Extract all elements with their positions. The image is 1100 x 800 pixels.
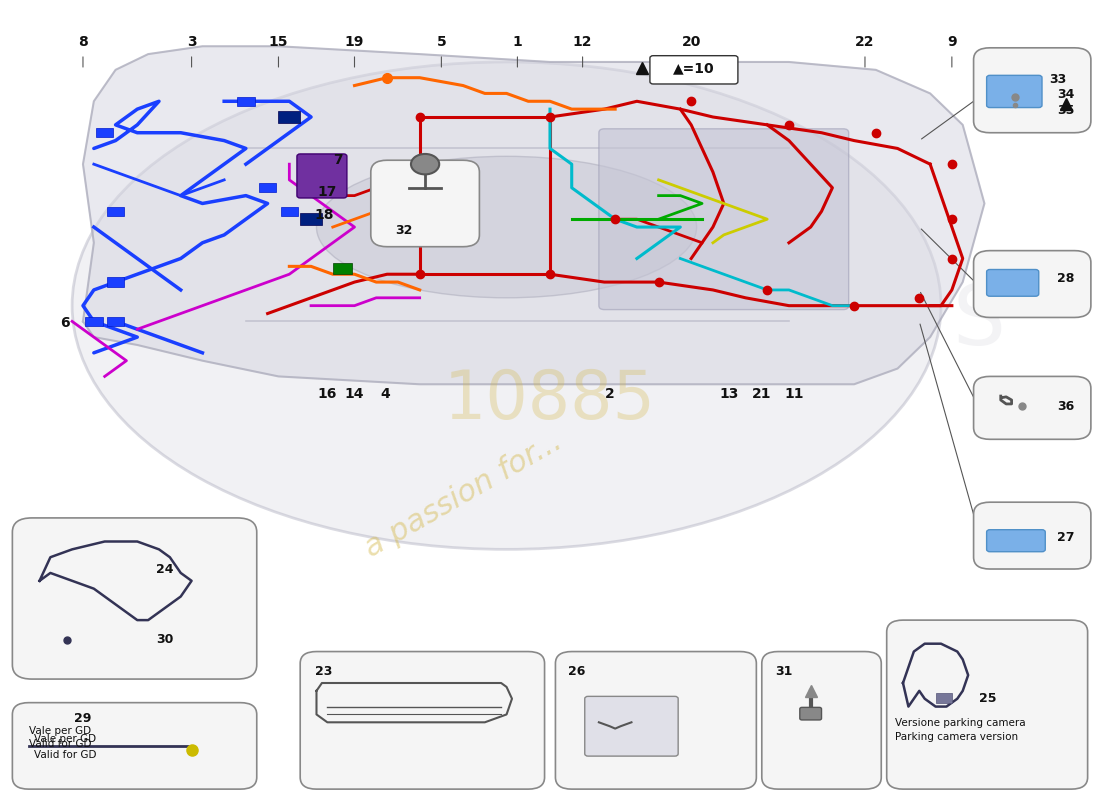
- Text: ▲=10: ▲=10: [672, 62, 714, 75]
- FancyBboxPatch shape: [987, 270, 1038, 296]
- Text: 17: 17: [318, 185, 337, 198]
- Bar: [333, 263, 352, 274]
- Bar: [238, 97, 254, 106]
- Text: 28: 28: [1057, 272, 1075, 285]
- Text: S: S: [953, 281, 1005, 362]
- Text: 36: 36: [1057, 400, 1075, 413]
- Text: 13: 13: [719, 386, 739, 401]
- Text: 21: 21: [752, 386, 771, 401]
- Text: Versione parking camera
Parking camera version: Versione parking camera Parking camera v…: [895, 718, 1026, 742]
- Bar: [85, 317, 102, 326]
- Text: 19: 19: [344, 35, 364, 50]
- Text: 18: 18: [315, 208, 333, 222]
- Bar: [107, 278, 124, 286]
- Text: 2: 2: [605, 386, 615, 401]
- Text: 6: 6: [59, 316, 69, 330]
- FancyBboxPatch shape: [974, 377, 1091, 439]
- Text: 10885: 10885: [444, 367, 656, 433]
- Text: 15: 15: [268, 35, 288, 50]
- FancyBboxPatch shape: [762, 651, 881, 789]
- Text: 9: 9: [947, 35, 957, 50]
- Bar: [258, 183, 276, 193]
- Text: 8: 8: [78, 35, 88, 50]
- FancyBboxPatch shape: [598, 129, 849, 310]
- Circle shape: [411, 154, 439, 174]
- Text: 25: 25: [979, 692, 997, 706]
- Text: Vale per GD
Valid for GD: Vale per GD Valid for GD: [29, 726, 91, 750]
- Text: 23: 23: [316, 665, 333, 678]
- Text: 27: 27: [1057, 531, 1075, 544]
- Bar: [936, 694, 952, 702]
- Text: Valid for GD: Valid for GD: [34, 750, 97, 760]
- Text: 24: 24: [156, 562, 173, 575]
- Bar: [300, 213, 322, 226]
- Bar: [280, 206, 298, 216]
- Text: Vale per GD: Vale per GD: [34, 734, 96, 744]
- FancyBboxPatch shape: [585, 696, 679, 756]
- FancyBboxPatch shape: [556, 651, 757, 789]
- Bar: [96, 128, 113, 138]
- Text: 26: 26: [569, 665, 586, 678]
- Polygon shape: [82, 46, 985, 384]
- Text: 3: 3: [187, 35, 197, 50]
- FancyBboxPatch shape: [12, 518, 256, 679]
- FancyBboxPatch shape: [300, 651, 544, 789]
- Text: 14: 14: [344, 386, 364, 401]
- Bar: [107, 206, 124, 216]
- FancyBboxPatch shape: [974, 502, 1091, 569]
- FancyBboxPatch shape: [987, 75, 1042, 107]
- FancyBboxPatch shape: [297, 154, 346, 198]
- Text: 11: 11: [784, 386, 804, 401]
- Text: 34: 34: [1057, 89, 1075, 102]
- Text: 7: 7: [333, 154, 343, 167]
- FancyBboxPatch shape: [987, 530, 1045, 552]
- Text: 4: 4: [379, 386, 389, 401]
- Ellipse shape: [73, 62, 940, 550]
- Bar: [107, 317, 124, 326]
- Text: 20: 20: [682, 35, 701, 50]
- FancyBboxPatch shape: [800, 707, 822, 720]
- Text: a passion for...: a passion for...: [360, 426, 566, 562]
- Ellipse shape: [317, 156, 696, 298]
- Text: 31: 31: [774, 665, 792, 678]
- Text: 33: 33: [1049, 73, 1067, 86]
- FancyBboxPatch shape: [974, 48, 1091, 133]
- Text: 1: 1: [513, 35, 522, 50]
- FancyBboxPatch shape: [974, 250, 1091, 318]
- Bar: [278, 110, 300, 123]
- Text: 29: 29: [75, 712, 91, 725]
- FancyBboxPatch shape: [650, 56, 738, 84]
- FancyBboxPatch shape: [12, 702, 256, 789]
- Text: 30: 30: [156, 634, 173, 646]
- Text: 16: 16: [318, 386, 337, 401]
- Text: 5: 5: [437, 35, 447, 50]
- Text: 12: 12: [573, 35, 592, 50]
- Text: 22: 22: [855, 35, 875, 50]
- Text: 35: 35: [1057, 104, 1075, 118]
- FancyBboxPatch shape: [887, 620, 1088, 789]
- Text: 32: 32: [395, 225, 412, 238]
- FancyBboxPatch shape: [371, 160, 480, 246]
